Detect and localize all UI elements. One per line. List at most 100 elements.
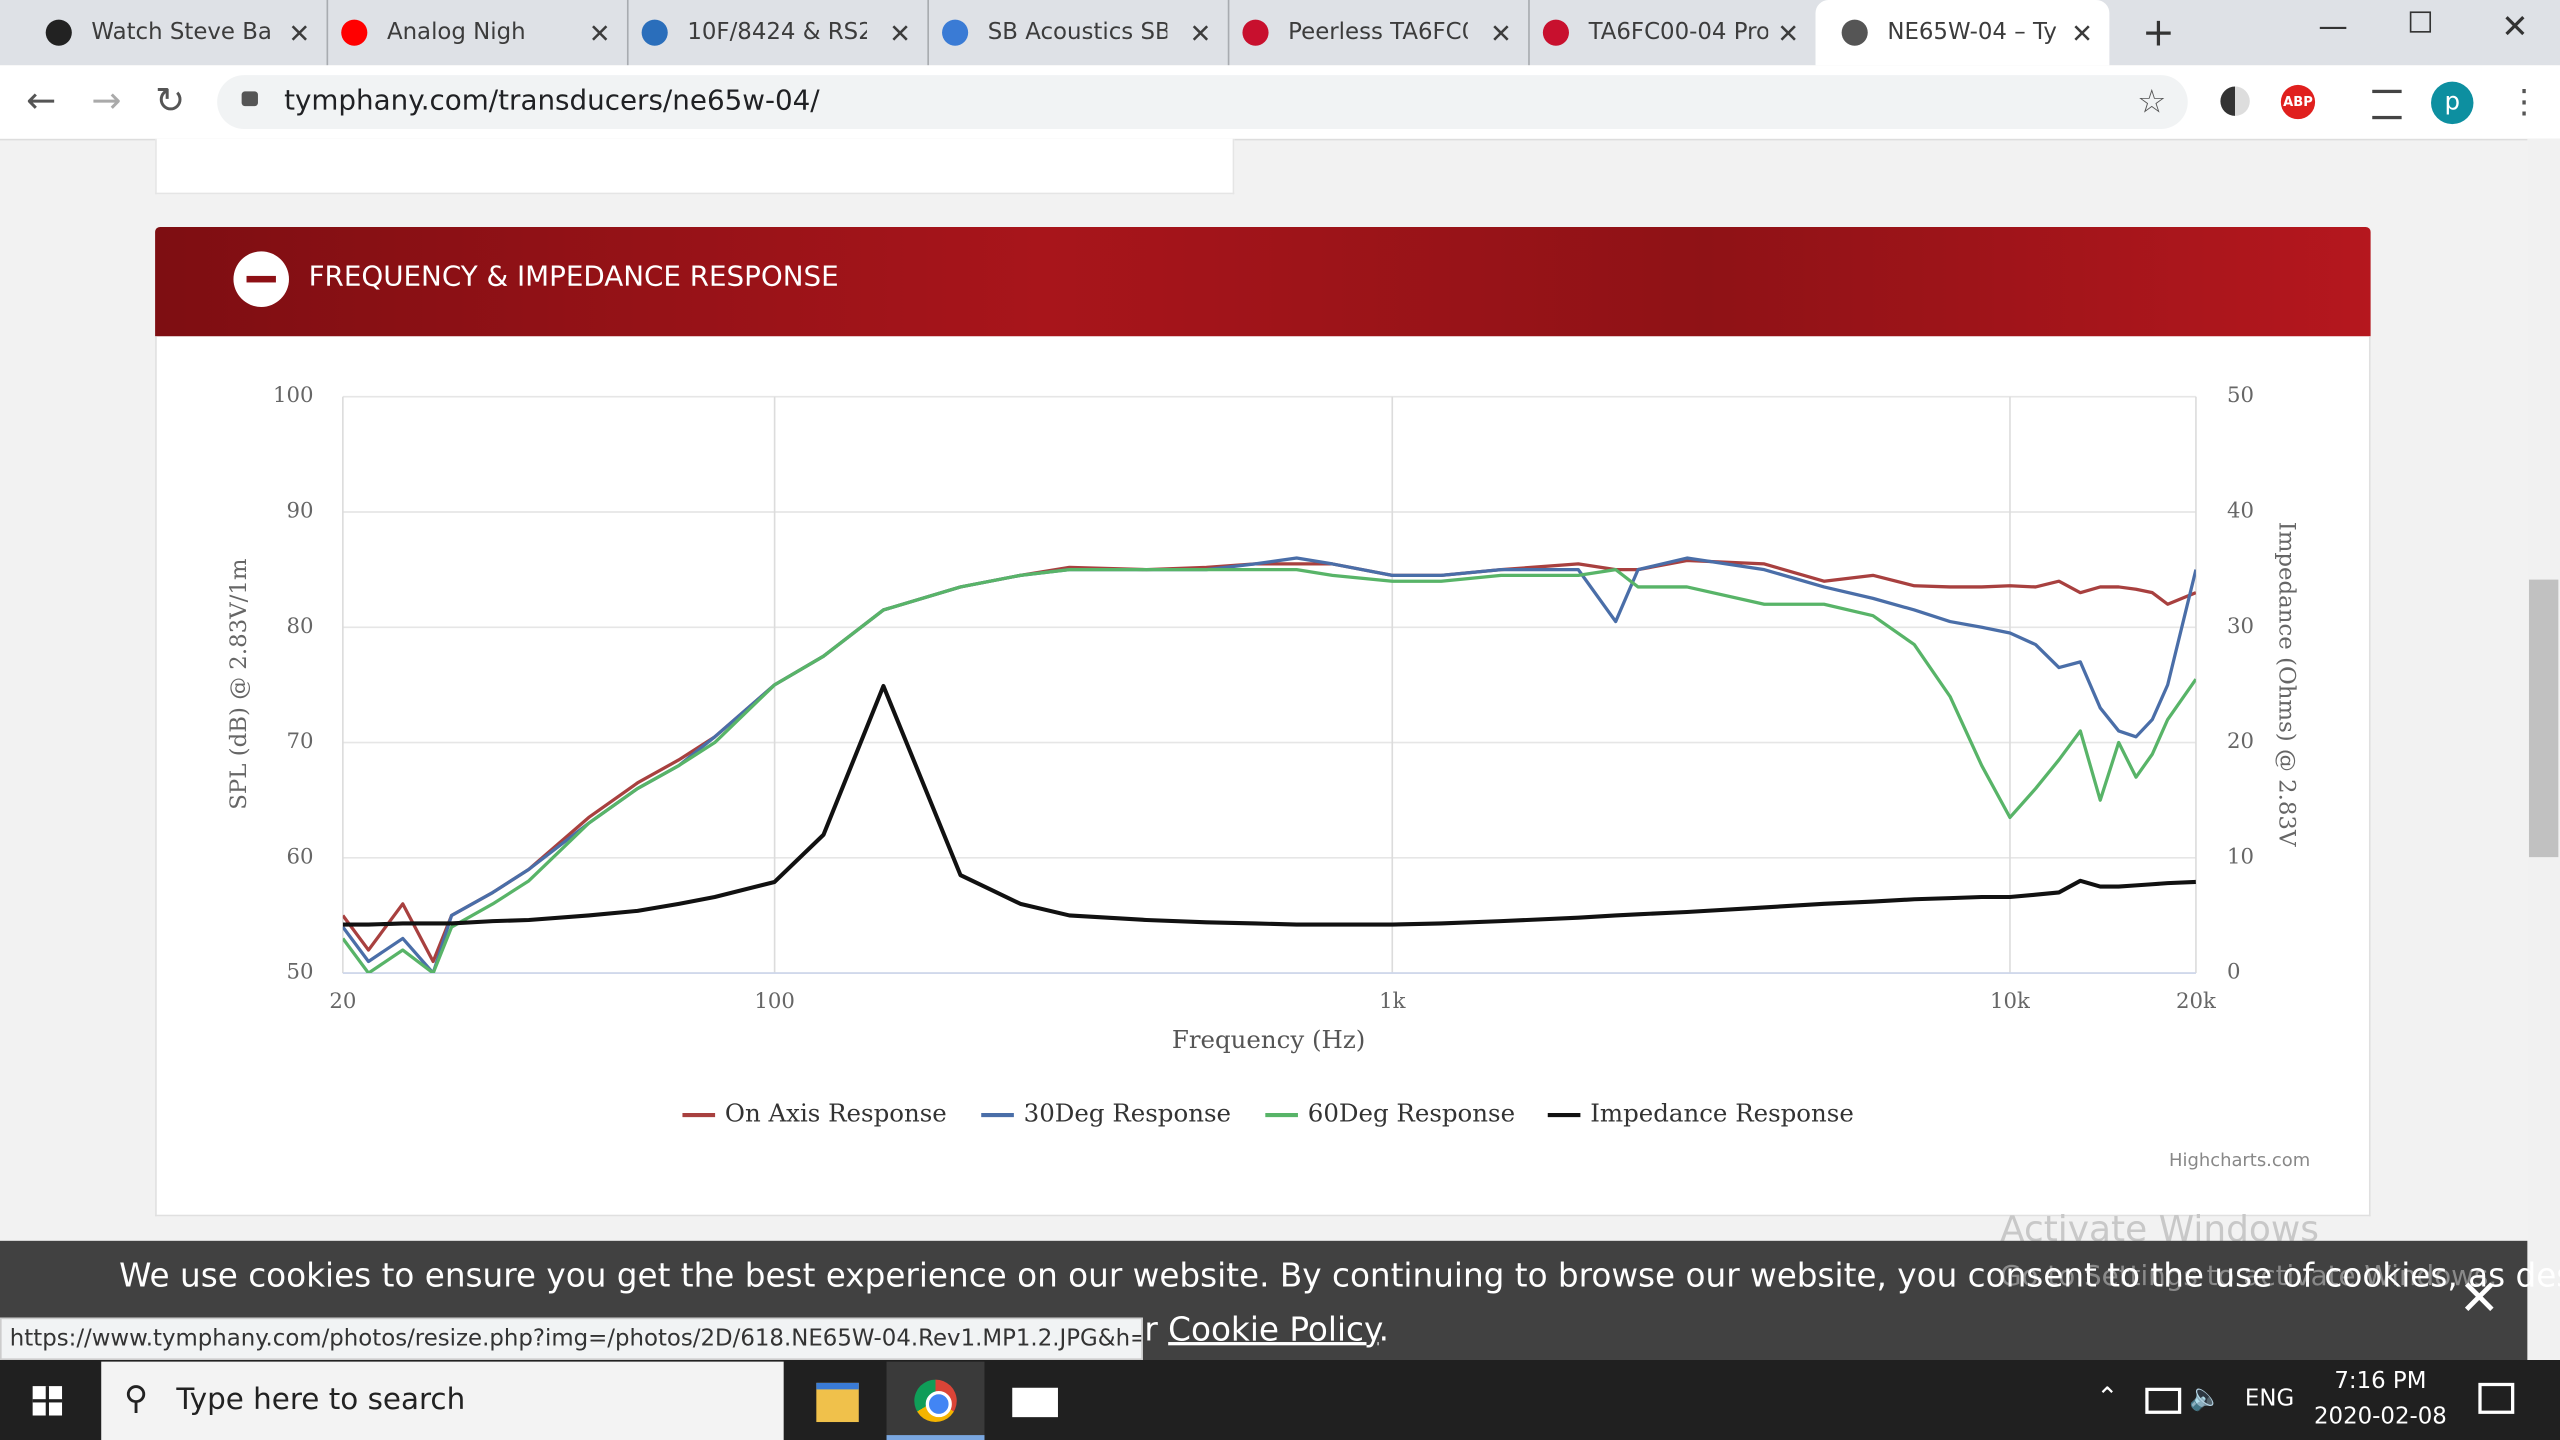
x-tick-label: 20k — [2176, 989, 2216, 1014]
tab-close[interactable]: ✕ — [1777, 17, 1800, 49]
minimize[interactable]: — — [2318, 9, 2348, 45]
series-line — [342, 683, 2196, 927]
cookie-text: We use cookies to ensure you get the bes… — [119, 1255, 2560, 1295]
tab[interactable]: Analog Nigh ✕ — [326, 0, 627, 66]
tab-strip — [0, 0, 2560, 66]
tab-title: NE65W-04 – Ty — [1887, 19, 2057, 46]
new-tab[interactable]: + — [2142, 9, 2175, 56]
status-url: https://www.tymphany.com/photos/resize.p… — [0, 1317, 1143, 1360]
search-placeholder: Type here to search — [176, 1382, 466, 1418]
tab-close[interactable]: ✕ — [2071, 17, 2094, 49]
card — [155, 138, 1235, 195]
menu[interactable]: ⋮ — [2507, 81, 2541, 121]
section-title: FREQUENCY & IMPEDANCE RESPONSE — [308, 261, 839, 294]
tab-close[interactable]: ✕ — [588, 17, 611, 49]
restore[interactable] — [2409, 11, 2432, 33]
tab-title: SB Acoustics SB — [987, 19, 1168, 46]
cookie-end: . — [1378, 1309, 1390, 1349]
y-tick-label: 50 — [286, 960, 313, 985]
volume-icon[interactable]: 🔈 — [2189, 1381, 2222, 1413]
forward[interactable]: → — [91, 81, 122, 123]
tab[interactable]: Peerless TA6FC0 ✕ — [1227, 0, 1528, 66]
x-axis-title: Frequency (Hz) — [1172, 1025, 1365, 1054]
y2-tick-label: 50 — [2227, 383, 2254, 408]
tab-title: TA6FC00-04 Pro — [1588, 19, 1769, 46]
y-tick-label: 60 — [286, 844, 313, 869]
tray-arrow[interactable]: ⌃ — [2096, 1381, 2119, 1413]
tab-icon — [942, 19, 969, 46]
y2-tick-label: 30 — [2227, 614, 2254, 639]
cookie-line2: our Cookie Policy. — [1104, 1309, 1389, 1348]
minus-icon — [246, 275, 276, 283]
legend-label: Impedance Response — [1590, 1099, 1854, 1128]
back[interactable]: ← — [26, 81, 57, 123]
profile[interactable]: p — [2431, 81, 2474, 125]
tab-icon — [641, 19, 668, 46]
chart: SPL (dB) @ 2.83V/1m Impedance (Ohms) @ 2… — [226, 383, 2310, 1171]
y2-axis-title: Impedance (Ohms) @ 2.83V — [2274, 522, 2300, 847]
tab[interactable]: SB Acoustics SB ✕ — [927, 0, 1227, 66]
plot-area — [342, 556, 2196, 974]
y2-tick-label: 0 — [2227, 960, 2241, 985]
notifications[interactable] — [2478, 1382, 2515, 1414]
series-line — [342, 558, 2196, 964]
tab-icon — [1542, 19, 1569, 46]
media[interactable] — [2372, 89, 2402, 120]
y2-tick-label: 10 — [2227, 844, 2254, 869]
scroll-thumb[interactable] — [2528, 579, 2559, 858]
tab-title: Peerless TA6FC0 — [1288, 19, 1468, 46]
extension[interactable] — [2220, 86, 2250, 116]
watermark-text: Go to Settings to activate Windows. — [1999, 1260, 2498, 1294]
tab-close[interactable]: ✕ — [1189, 17, 1212, 49]
lock-icon — [241, 91, 258, 107]
legend-label: 30Deg Response — [1024, 1099, 1231, 1128]
tab[interactable]: NE65W-04 – Ty ✕ — [1815, 0, 2110, 66]
tab-title: 10F/8424 & RS2 — [687, 19, 867, 46]
clock-date[interactable]: 2020-02-08 — [2313, 1404, 2447, 1431]
adblock[interactable]: ABP — [2280, 84, 2316, 120]
explorer-icon[interactable] — [816, 1382, 859, 1423]
credit[interactable]: Highcharts.com — [2169, 1150, 2310, 1171]
y-axis-title: SPL (dB) @ 2.83V/1m — [226, 558, 252, 810]
start-button[interactable] — [32, 1386, 63, 1416]
tab[interactable]: Watch Steve Bar ✕ — [33, 0, 327, 65]
y-tick-label: 70 — [286, 729, 313, 754]
tab-title: Analog Nigh — [386, 19, 526, 46]
series-line — [342, 567, 2196, 974]
close-window[interactable]: ✕ — [2501, 6, 2529, 46]
url: tymphany.com/transducers/ne65w-04/ — [284, 84, 820, 118]
tab[interactable]: 10F/8424 & RS2 ✕ — [626, 0, 927, 66]
tab[interactable]: TA6FC00-04 Pro ✕ — [1528, 0, 1815, 66]
y2-tick-label: 20 — [2227, 729, 2254, 754]
y-tick-label: 100 — [273, 383, 314, 408]
cookie-link[interactable]: Cookie Policy — [1168, 1309, 1379, 1349]
x-tick-label: 20 — [329, 989, 356, 1014]
search-box[interactable] — [101, 1361, 784, 1440]
mail-icon[interactable] — [1012, 1387, 1058, 1418]
tab-close[interactable]: ✕ — [1489, 17, 1512, 49]
section-header[interactable] — [155, 226, 2371, 337]
y2-tick-label: 40 — [2227, 499, 2254, 524]
y-tick-label: 90 — [286, 499, 313, 524]
tab-icon — [1841, 19, 1868, 46]
omnibox[interactable] — [217, 75, 2188, 129]
tab-close[interactable]: ✕ — [288, 17, 311, 49]
tab-close[interactable]: ✕ — [889, 17, 912, 49]
cookie-close[interactable]: ✕ — [2458, 1270, 2500, 1328]
reload[interactable]: ↻ — [155, 81, 186, 123]
bookmark-star[interactable]: ☆ — [2137, 81, 2167, 121]
tab-icon — [341, 19, 368, 46]
chart-card — [155, 336, 2371, 1217]
clock-time[interactable]: 7:16 PM — [2334, 1368, 2427, 1395]
tab-title: Watch Steve Bar — [91, 19, 272, 46]
legend-label: 60Deg Response — [1308, 1099, 1515, 1128]
language[interactable]: ENG — [2244, 1386, 2295, 1413]
search-icon: ⚲ — [124, 1377, 149, 1418]
tab-icon — [1242, 19, 1269, 46]
legend-label: On Axis Response — [725, 1099, 947, 1128]
y-tick-label: 80 — [286, 614, 313, 639]
network-icon[interactable] — [2145, 1387, 2182, 1414]
x-tick-label: 100 — [754, 989, 795, 1014]
chrome-center — [925, 1391, 952, 1418]
